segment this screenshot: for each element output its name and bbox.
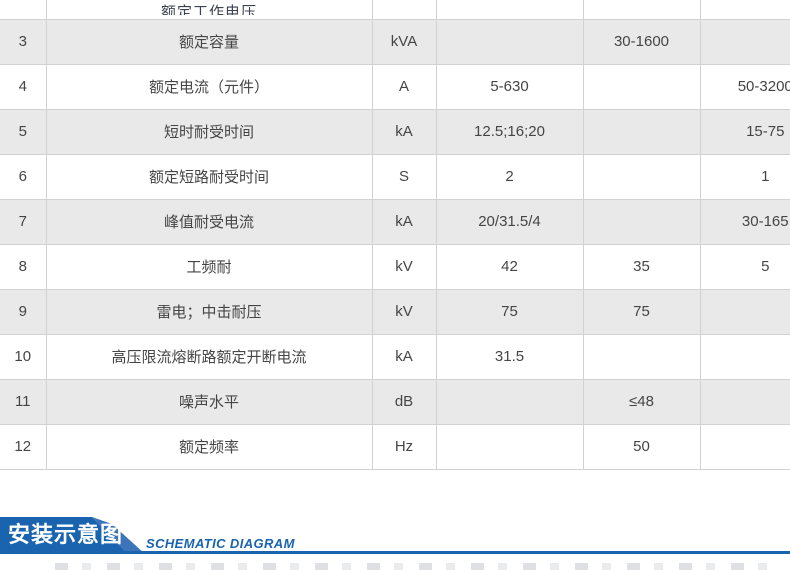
cell-param-name: 高压限流熔断路额定开断电流 bbox=[45, 333, 373, 380]
cell-row-number: 10 bbox=[0, 333, 47, 380]
cell-row-number: 8 bbox=[0, 243, 47, 290]
cell-row-number: 9 bbox=[0, 288, 47, 335]
table-row: 6 额定短路耐受时间 S 2 1 bbox=[0, 153, 790, 200]
cell-value-1: 12.5;16;20 bbox=[435, 108, 584, 155]
cell-param-name: 额定频率 bbox=[45, 423, 373, 470]
section-banner-shape bbox=[0, 517, 145, 554]
cell-unit: kA bbox=[371, 108, 437, 155]
cell-name-partial: 额定工作电压 bbox=[45, 0, 373, 20]
cell-value-1: 20/31.5/4 bbox=[435, 198, 584, 245]
cell-value-3: 50-3200 bbox=[699, 63, 790, 110]
cell-value-2: 35 bbox=[582, 243, 701, 290]
section-title-zh: 安装示意图 bbox=[8, 522, 124, 547]
cell-value-1 bbox=[435, 18, 584, 65]
table-row: 7 峰值耐受电流 kA 20/31.5/4 30-165 bbox=[0, 198, 790, 245]
cell-value-2: ≤48 bbox=[582, 378, 701, 425]
table-row: 5 短时耐受时间 kA 12.5;16;20 15-75 bbox=[0, 108, 790, 155]
table-row: 8 工频耐 kV 42 35 5 bbox=[0, 243, 790, 290]
cell-value-1: 31.5 bbox=[435, 333, 584, 380]
cell-value-2: 50 bbox=[582, 423, 701, 470]
cell-value-2 bbox=[582, 153, 701, 200]
clipped-label: 额定工作电压 bbox=[160, 3, 257, 15]
cell-value-1: 42 bbox=[435, 243, 584, 290]
cell-value-2 bbox=[582, 198, 701, 245]
cell-unit: dB bbox=[371, 378, 437, 425]
cell-value-3: 30-165 bbox=[699, 198, 790, 245]
cell-value-3 bbox=[699, 288, 790, 335]
cell-unit: A bbox=[371, 63, 437, 110]
cell-value-1: 5-630 bbox=[435, 63, 584, 110]
cell-unit: kVA bbox=[371, 18, 437, 65]
banner-light-polygon bbox=[92, 517, 145, 554]
cell-row-number: 11 bbox=[0, 378, 47, 425]
cell-param-name: 短时耐受时间 bbox=[45, 108, 373, 155]
cell-param-name: 工频耐 bbox=[45, 243, 373, 290]
cell-unit: S bbox=[371, 153, 437, 200]
cell-param-name: 噪声水平 bbox=[45, 378, 373, 425]
banner-dark-polygon bbox=[0, 517, 128, 554]
cell-value-2 bbox=[582, 63, 701, 110]
cell-value-3 bbox=[699, 333, 790, 380]
cell-row-number: 4 bbox=[0, 63, 47, 110]
cell-unit: kA bbox=[371, 333, 437, 380]
cell-value-3 bbox=[699, 18, 790, 65]
spec-table-body: 额定工作电压 3 额定容量 kVA 30-1600 4 额定电流（元件） A 5… bbox=[0, 0, 790, 470]
table-row: 10 高压限流熔断路额定开断电流 kA 31.5 bbox=[0, 333, 790, 380]
cell-value-3: 15-75 bbox=[699, 108, 790, 155]
spec-table: 额定工作电压 3 额定容量 kVA 30-1600 4 额定电流（元件） A 5… bbox=[0, 0, 790, 470]
cell-value-1: 75 bbox=[435, 288, 584, 335]
cell-num-partial bbox=[0, 0, 47, 20]
cell-param-name: 额定容量 bbox=[45, 18, 373, 65]
table-row: 12 额定频率 Hz 50 bbox=[0, 423, 790, 470]
clipped-next-block bbox=[55, 563, 780, 570]
cell-unit: kV bbox=[371, 288, 437, 335]
cell-row-number: 7 bbox=[0, 198, 47, 245]
cell-value-3: 5 bbox=[699, 243, 790, 290]
cell-value-2: 75 bbox=[582, 288, 701, 335]
cell-value-2 bbox=[582, 333, 701, 380]
cell-value-1 bbox=[435, 378, 584, 425]
cell-unit: kV bbox=[371, 243, 437, 290]
cell-row-number: 5 bbox=[0, 108, 47, 155]
cell-value-3 bbox=[699, 423, 790, 470]
table-row: 4 额定电流（元件） A 5-630 50-3200 bbox=[0, 63, 790, 110]
table-row: 3 额定容量 kVA 30-1600 bbox=[0, 18, 790, 65]
cell-value-3 bbox=[699, 378, 790, 425]
cell-row-number: 3 bbox=[0, 18, 47, 65]
table-row: 11 噪声水平 dB ≤48 bbox=[0, 378, 790, 425]
cell-row-number: 6 bbox=[0, 153, 47, 200]
cell-param-name: 额定短路耐受时间 bbox=[45, 153, 373, 200]
section-divider-rule bbox=[0, 551, 790, 554]
cell-value-1: 2 bbox=[435, 153, 584, 200]
cell-unit: kA bbox=[371, 198, 437, 245]
cell-value-2 bbox=[582, 108, 701, 155]
table-row-partial: 额定工作电压 bbox=[0, 0, 790, 20]
table-row: 9 雷电；中击耐压 kV 75 75 bbox=[0, 288, 790, 335]
cell-value-1 bbox=[435, 423, 584, 470]
cell-value-2: 30-1600 bbox=[582, 18, 701, 65]
cell-param-name: 额定电流（元件） bbox=[45, 63, 373, 110]
cell-row-number: 12 bbox=[0, 423, 47, 470]
cell-value-3: 1 bbox=[699, 153, 790, 200]
cell-param-name: 峰值耐受电流 bbox=[45, 198, 373, 245]
cell-unit: Hz bbox=[371, 423, 437, 470]
cell-param-name: 雷电；中击耐压 bbox=[45, 288, 373, 335]
section-title-en: SCHEMATIC DIAGRAM bbox=[146, 536, 295, 551]
